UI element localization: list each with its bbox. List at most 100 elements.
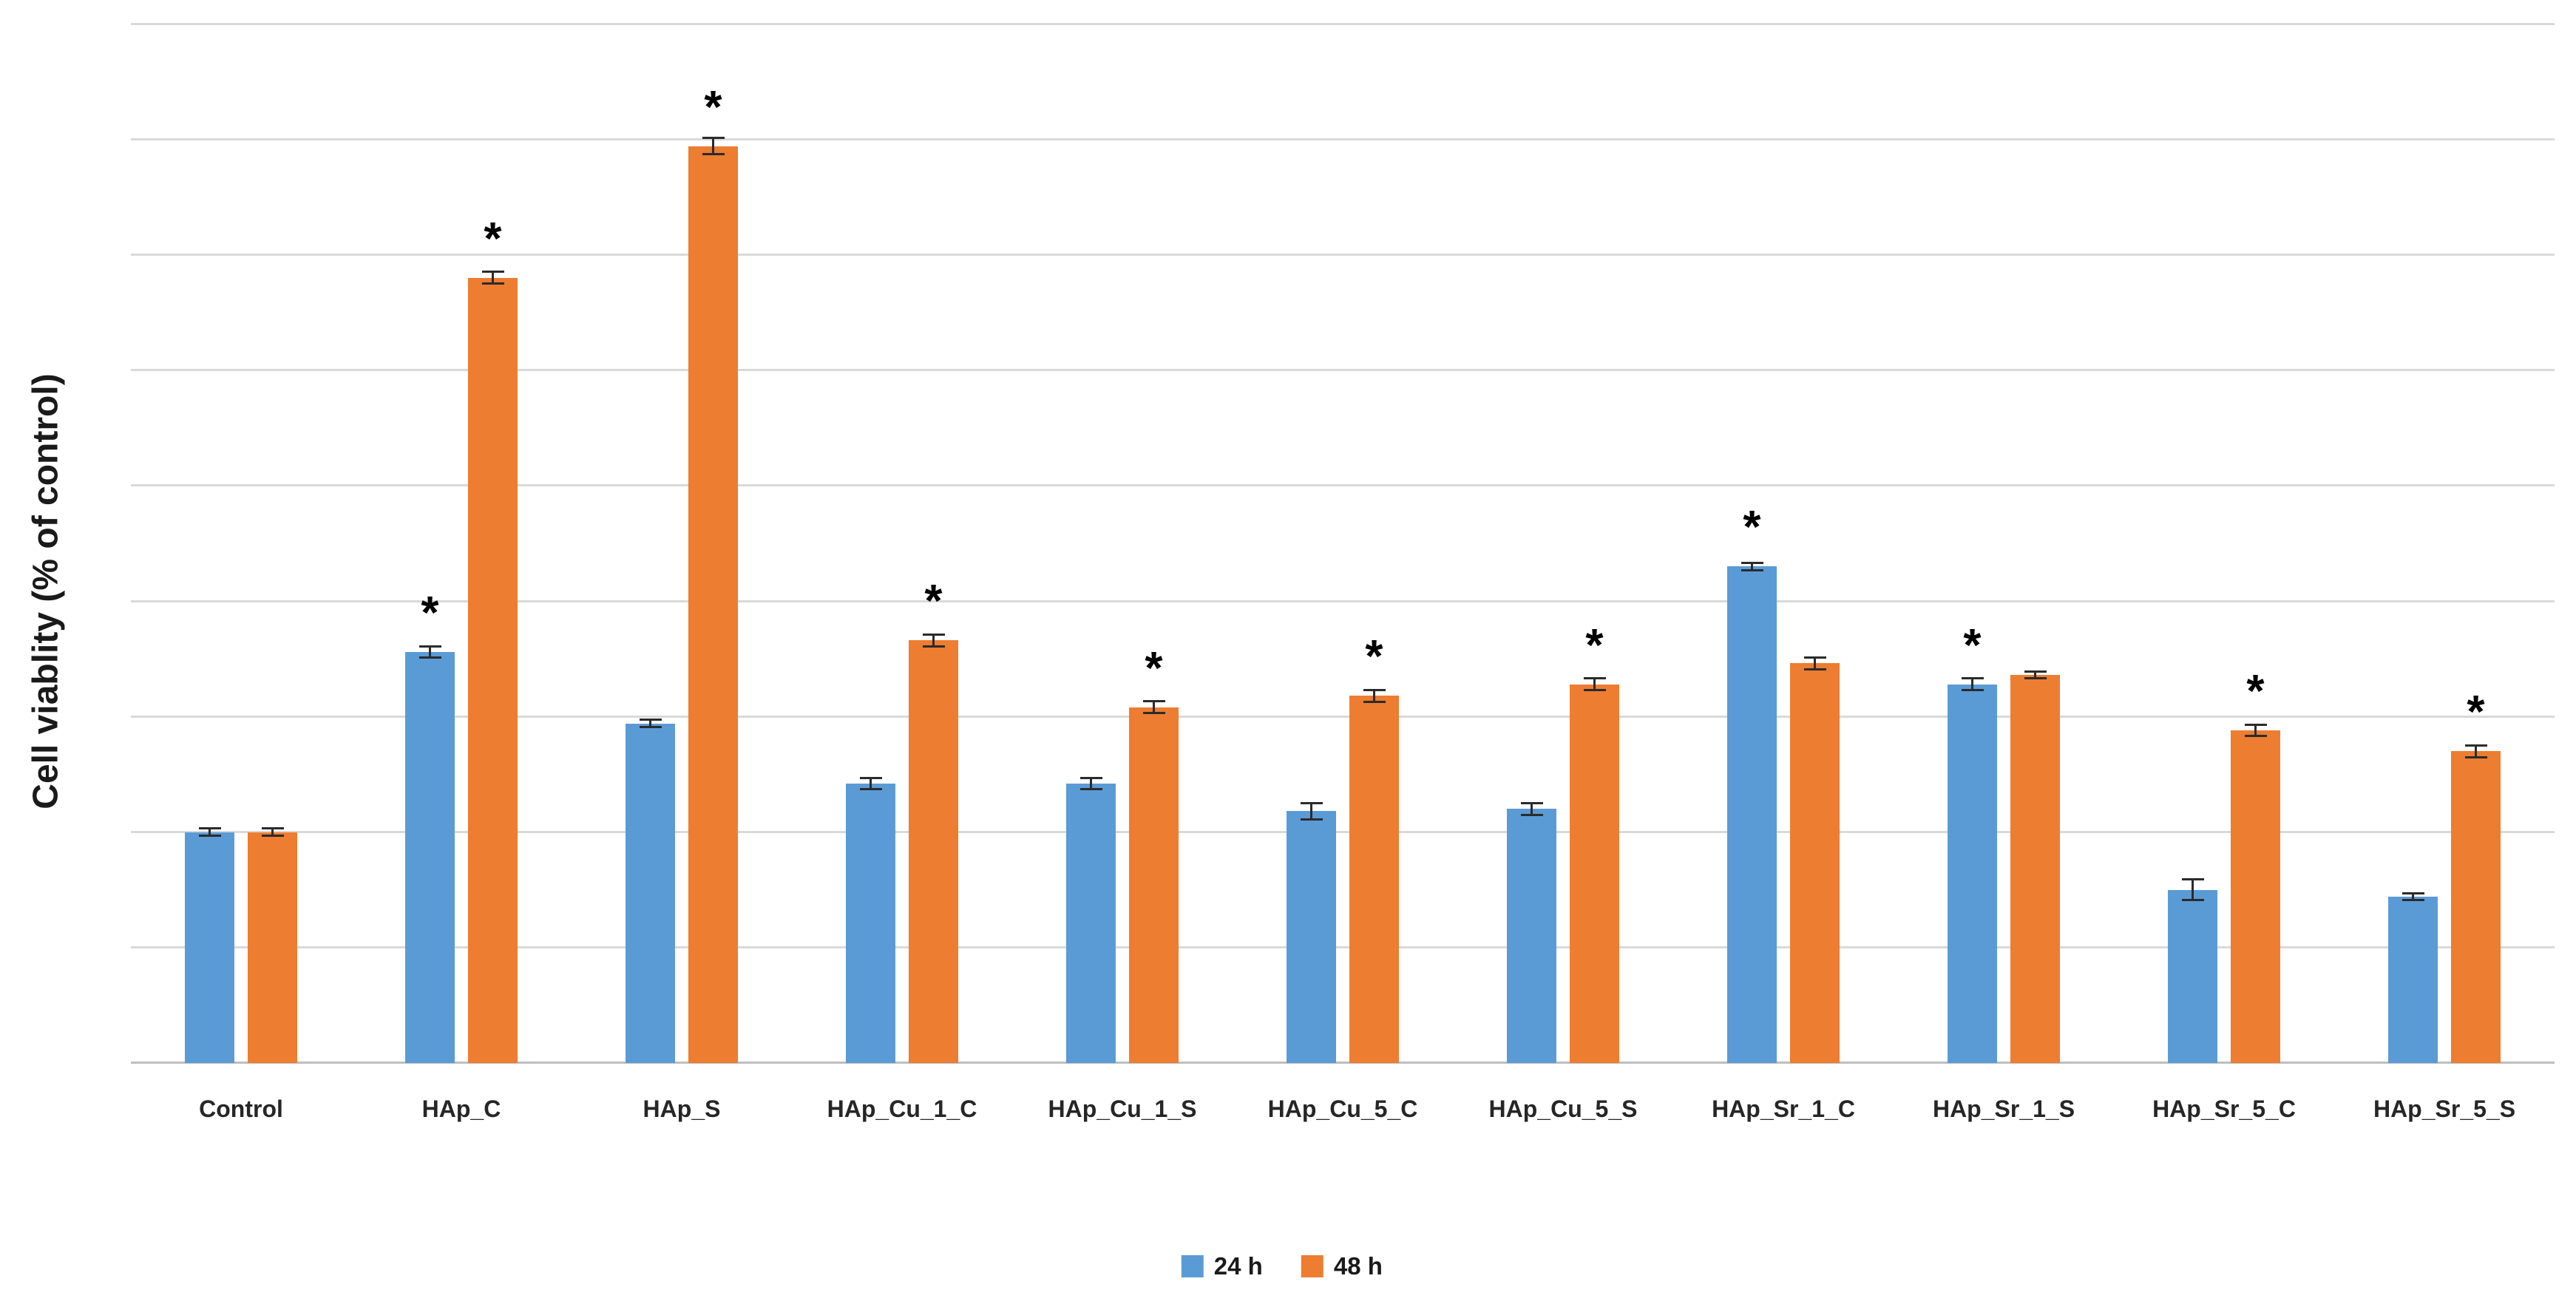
error-bar-cap-bottom <box>2024 677 2047 680</box>
error-bar-cap-bottom <box>639 725 662 728</box>
error-bar-cap-bottom <box>1803 668 1826 670</box>
error-bar-HAp_Cu_5_S-48h <box>1583 677 1606 691</box>
gridline-50 <box>131 946 2555 949</box>
error-bar-line <box>712 137 714 156</box>
error-bar-cap-top <box>198 827 221 830</box>
bar-HAp_Sr_1_C-24h <box>1727 566 1777 1063</box>
x-label-HAp_Sr_5_S: HAp_Sr_5_S <box>2373 1096 2516 1122</box>
x-label-HAp_Sr_5_C: HAp_Sr_5_C <box>2152 1096 2296 1122</box>
error-bar-line <box>1971 677 1973 691</box>
error-bar-cap-bottom <box>1363 700 1386 703</box>
significance-asterisk-HAp_C-48h: * <box>484 213 502 265</box>
error-bar-cap-top <box>702 137 725 140</box>
error-bar-line <box>649 719 651 728</box>
bar-HAp_Cu_5_C-24h <box>1287 811 1336 1063</box>
significance-asterisk-HAp_S-48h: * <box>704 81 722 133</box>
error-bar-cap-top <box>261 827 284 830</box>
error-bar-cap-top <box>639 719 662 721</box>
gridline-350 <box>131 253 2555 256</box>
error-bar-cap-bottom <box>481 282 504 285</box>
error-bar-HAp_S-24h <box>639 719 662 728</box>
error-bar-line <box>2254 723 2257 738</box>
x-label-HAp_Cu_5_C: HAp_Cu_5_C <box>1267 1096 1418 1122</box>
error-bar-cap-top <box>1803 656 1826 659</box>
error-bar-line <box>2192 878 2194 902</box>
error-bar-line <box>1373 688 1375 703</box>
gridline-450 <box>131 22 2555 25</box>
error-bar-cap-top <box>859 776 882 779</box>
significance-asterisk-HAp_Cu_1_S-48h: * <box>1145 642 1163 694</box>
bar-HAp_Sr_5_S-48h <box>2451 751 2501 1063</box>
error-bar-HAp_Cu_5_C-24h <box>1300 801 1323 821</box>
significance-asterisk-HAp_Sr_5_S-48h: * <box>2467 687 2485 738</box>
error-bar-HAp_Cu_5_S-24h <box>1520 801 1543 816</box>
bar-HAp_Cu_1_S-24h <box>1066 783 1116 1063</box>
error-bar-Control-48h <box>261 827 284 837</box>
bar-HAp_Sr_5_C-48h <box>2231 730 2280 1063</box>
error-bar-line <box>1153 700 1155 715</box>
error-bar-line <box>1090 776 1092 791</box>
bar-HAp_Cu_1_C-24h <box>846 783 895 1063</box>
error-bar-cap-top <box>418 645 441 648</box>
error-bar-cap-bottom <box>1300 818 1323 821</box>
x-label-HAp_Cu_1_S: HAp_Cu_1_S <box>1048 1096 1197 1122</box>
gridline-250 <box>131 484 2555 487</box>
bar-HAp_Sr_1_S-24h <box>1948 684 1997 1063</box>
error-bar-line <box>2412 892 2414 902</box>
error-bar-line <box>870 776 872 791</box>
error-bar-line <box>429 645 431 659</box>
significance-asterisk-HAp_Cu_5_S-48h: * <box>1585 619 1604 671</box>
error-bar-line <box>1593 677 1596 691</box>
error-bar-line <box>2034 670 2036 680</box>
x-label-HAp_Sr_1_C: HAp_Sr_1_C <box>1712 1096 1855 1122</box>
bar-HAp_S-24h <box>626 723 675 1063</box>
error-bar-cap-bottom <box>418 656 441 659</box>
plot-area: * * * * * * * * * * * <box>131 22 2555 1064</box>
error-bar-cap-top <box>2402 892 2424 894</box>
error-bar-line <box>1531 801 1533 816</box>
error-bar-cap-bottom <box>859 788 882 791</box>
bar-HAp_Cu_5_S-24h <box>1507 809 1556 1063</box>
error-bar-line <box>209 827 211 837</box>
error-bar-cap-bottom <box>2244 735 2267 738</box>
bar-HAp_Sr_1_C-48h <box>1790 663 1840 1063</box>
error-bar-line <box>932 633 935 648</box>
error-bar-cap-top <box>2464 744 2487 747</box>
error-bar-cap-top <box>1142 700 1165 703</box>
bar-HAp_Sr_5_C-24h <box>2168 889 2217 1063</box>
bar-HAp_S-48h <box>688 146 738 1063</box>
error-bar-HAp_Cu_1_C-48h <box>922 633 945 648</box>
error-bar-line <box>271 827 274 837</box>
gridline-400 <box>131 137 2555 140</box>
error-bar-cap-top <box>2024 670 2047 673</box>
legend-swatch-24h <box>1181 1255 1204 1277</box>
error-bar-cap-top <box>1363 688 1386 691</box>
error-bar-cap-bottom <box>1583 688 1606 691</box>
error-bar-HAp_C-48h <box>481 271 504 285</box>
error-bar-line <box>1814 656 1816 670</box>
error-bar-line <box>492 271 494 285</box>
error-bar-HAp_Sr_5_S-24h <box>2402 892 2424 902</box>
error-bar-cap-top <box>922 633 945 636</box>
error-bar-cap-top <box>1079 776 1102 779</box>
error-bar-cap-top <box>1583 677 1606 680</box>
error-bar-cap-bottom <box>1142 712 1165 715</box>
significance-asterisk-HAp_C-24h: * <box>421 587 439 639</box>
error-bar-cap-top <box>1300 801 1323 804</box>
legend-item-24h: 24 h <box>1181 1252 1263 1280</box>
bar-HAp_Cu_5_C-48h <box>1349 696 1399 1063</box>
error-bar-cap-top <box>2181 878 2204 881</box>
gridline-200 <box>131 600 2555 602</box>
gridline-100 <box>131 831 2555 834</box>
error-bar-HAp_Cu_1_C-24h <box>859 776 882 791</box>
legend-label-24h: 24 h <box>1213 1252 1263 1280</box>
error-bar-cap-top <box>2244 723 2267 726</box>
error-bar-HAp_C-24h <box>418 645 441 659</box>
significance-asterisk-HAp_Sr_1_S-24h: * <box>1963 619 1982 671</box>
error-bar-line <box>2475 744 2477 758</box>
error-bar-HAp_Cu_5_C-48h <box>1363 688 1386 703</box>
error-bar-cap-bottom <box>922 645 945 648</box>
legend: 24 h 48 h <box>1181 1252 1383 1280</box>
bar-HAp_Cu_5_S-48h <box>1570 684 1619 1063</box>
